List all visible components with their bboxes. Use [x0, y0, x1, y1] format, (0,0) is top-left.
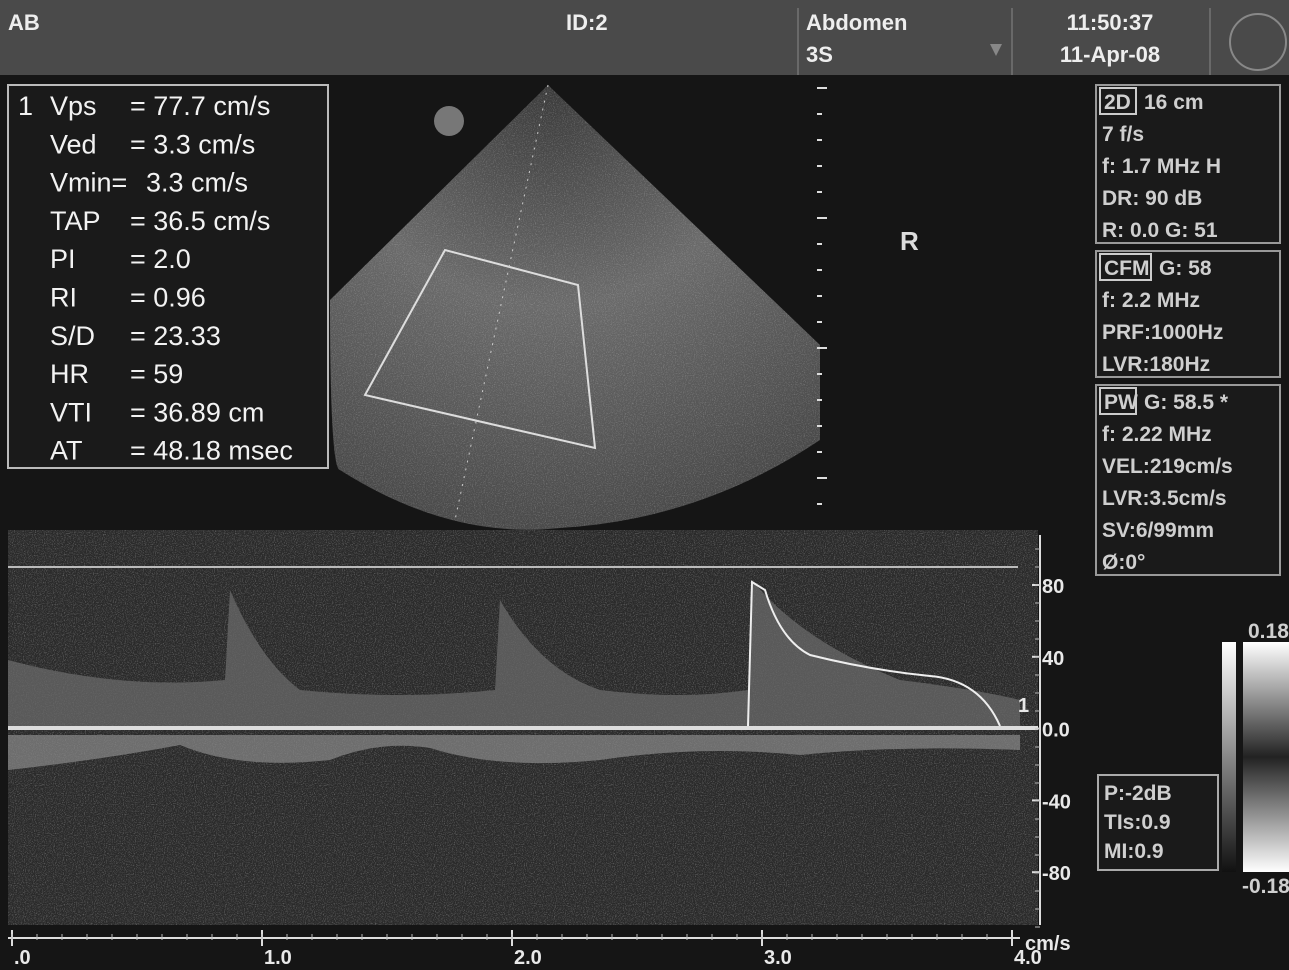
power-line: MI:0.9 — [1104, 840, 1164, 863]
panel-first: G: 58.5 * — [1144, 391, 1229, 414]
depth-scale — [817, 88, 827, 504]
measurement-index: 1 — [18, 91, 33, 121]
power-values: P:-2dB TIs:0.9 MI:0.9 — [1104, 782, 1172, 863]
measurement-value: = 77.7 cm/s — [130, 91, 270, 121]
panel-line: R: 0.0 G: 51 — [1102, 219, 1218, 242]
measurement-label: Vps — [50, 91, 97, 121]
velocity-unit: cm/s — [1025, 933, 1071, 955]
settings-panels: 2D 16 cm7 f/s f: 1.7 MHz H DR: 90 dB R: 0.0 … — [1096, 85, 1280, 575]
probe: 3S — [806, 42, 833, 67]
measurement-label: Ved — [50, 129, 97, 159]
measurement-value: = 0.96 — [130, 283, 206, 313]
exam-id: ID:2 — [566, 10, 608, 35]
color-scale-top: 0.18 — [1248, 620, 1289, 643]
date: 11-Apr-08 — [1060, 42, 1160, 67]
mode: CFM — [1104, 257, 1150, 280]
measurement-label: AT — [50, 436, 83, 466]
panel-line: Ø:0° — [1102, 551, 1145, 574]
speckle — [330, 85, 820, 530]
measurement-label: TAP — [50, 206, 101, 236]
measurement-value: 3.3 cm/s — [146, 168, 248, 198]
power-line: P:-2dB — [1104, 782, 1172, 805]
measurement-value: = 36.5 cm/s — [130, 206, 270, 236]
velocity-tick-label: 40 — [1042, 648, 1064, 670]
measurement-label: S/D — [50, 321, 95, 351]
measurement-value: = 48.18 msec — [130, 436, 293, 466]
panel-line: LVR:180Hz — [1102, 353, 1210, 376]
measurement-label: VTI — [50, 397, 92, 427]
panel-line: PRF:1000Hz — [1102, 321, 1223, 344]
measurement-value: = 59 — [130, 359, 183, 389]
panel-first: G: 58 — [1159, 257, 1212, 280]
color-scale-bottom: -0.18 — [1242, 875, 1289, 898]
measurement-value: = 3.3 cm/s — [130, 129, 255, 159]
time-tick-label: 2.0 — [514, 947, 542, 969]
time-tick-label: 3.0 — [764, 947, 792, 969]
gray-map — [1222, 642, 1236, 872]
time-tick-label: .0 — [14, 947, 31, 969]
panel-line: f: 1.7 MHz H — [1102, 155, 1221, 178]
panel-first: 16 cm — [1144, 91, 1204, 114]
panel-line: 7 f/s — [1102, 123, 1144, 146]
velocity-tick-label: -40 — [1042, 791, 1071, 813]
panel-line: f: 2.22 MHz — [1102, 423, 1212, 446]
measurement-value: = 23.33 — [130, 321, 221, 351]
patient: AB — [8, 10, 40, 35]
screen: AB ID:2 Abdomen 3S 11:50:37 11-Apr-08 R … — [0, 0, 1289, 970]
time-tick-label: 1.0 — [264, 947, 292, 969]
measurement-label: HR — [50, 359, 89, 389]
ultrasound-display: AB ID:2 Abdomen 3S 11:50:37 11-Apr-08 R … — [0, 0, 1289, 970]
panel-line: LVR:3.5cm/s — [1102, 487, 1227, 510]
measurement-value: = 2.0 — [130, 244, 191, 274]
time: 11:50:37 — [1067, 10, 1154, 35]
color-map — [1243, 642, 1289, 872]
measurement-label: PI — [50, 244, 76, 274]
panel-line: SV:6/99mm — [1102, 519, 1214, 542]
mode: 2D — [1104, 91, 1131, 114]
power-line: TIs:0.9 — [1104, 811, 1171, 834]
panel-line: f: 2.2 MHz — [1102, 289, 1200, 312]
velocity-tick-label: 0.0 — [1042, 720, 1070, 742]
measurement-label: RI — [50, 283, 77, 313]
panel-line: VEL:219cm/s — [1102, 455, 1233, 478]
cursor-label: 1 — [1018, 695, 1029, 717]
mode: PW — [1104, 391, 1138, 414]
preset: Abdomen — [806, 10, 907, 35]
panel-line: DR: 90 dB — [1102, 187, 1202, 210]
orientation: R — [900, 226, 919, 256]
probe-marker — [434, 106, 464, 136]
velocity-tick-label: -80 — [1042, 863, 1071, 885]
velocity-tick-label: 80 — [1042, 576, 1064, 598]
measurement-label: Vmin= — [50, 168, 127, 198]
measurement-value: = 36.89 cm — [130, 397, 264, 427]
